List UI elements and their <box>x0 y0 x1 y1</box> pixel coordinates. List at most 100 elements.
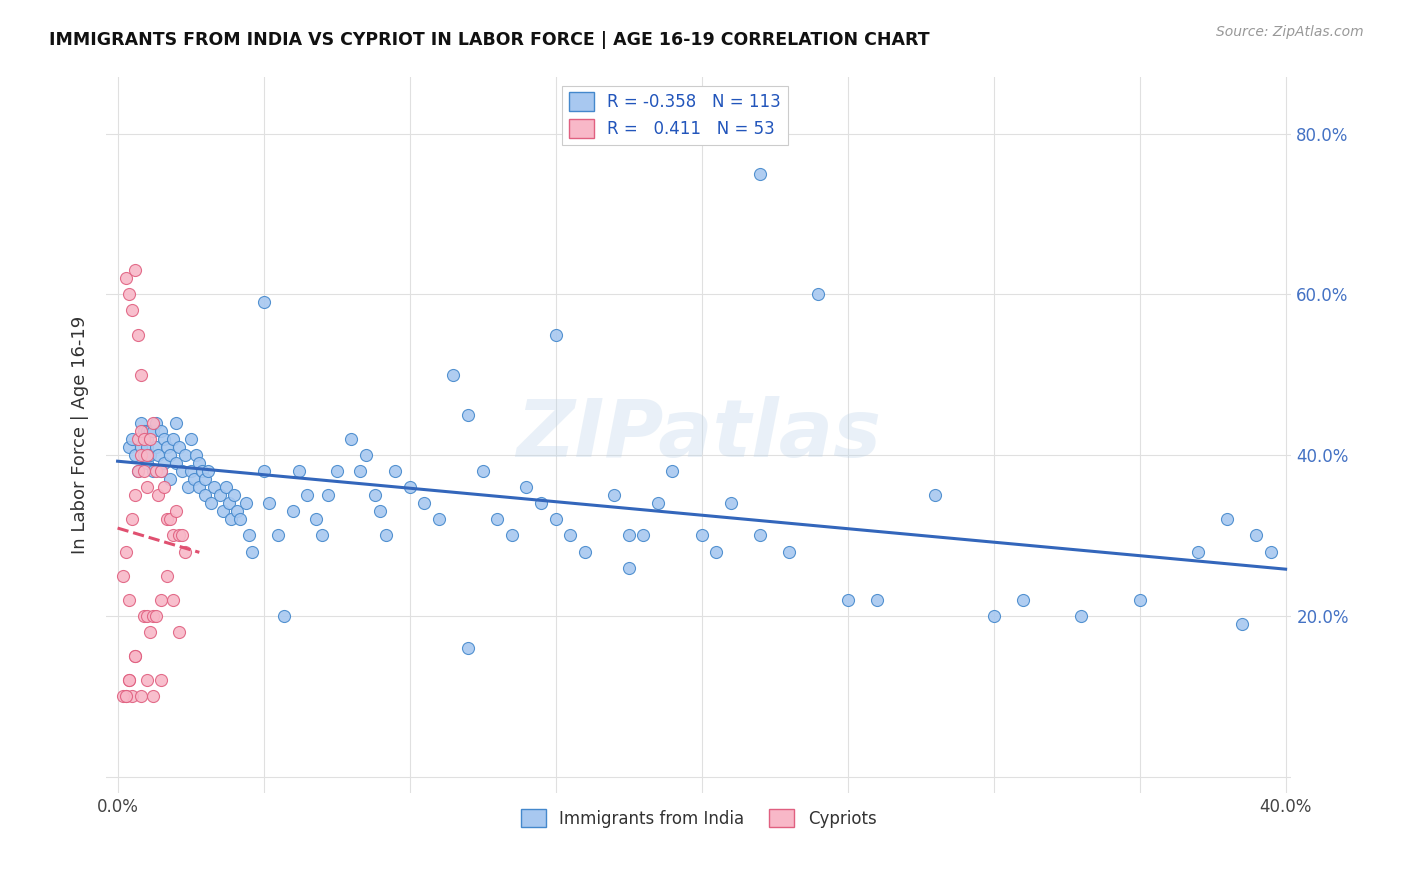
Point <box>159 512 181 526</box>
Point <box>924 488 946 502</box>
Point <box>165 416 187 430</box>
Legend: Immigrants from India, Cypriots: Immigrants from India, Cypriots <box>515 803 883 834</box>
Point <box>135 424 157 438</box>
Point <box>170 464 193 478</box>
Point <box>501 528 523 542</box>
Point <box>129 416 152 430</box>
Point <box>135 480 157 494</box>
Point <box>138 424 160 438</box>
Point <box>124 448 146 462</box>
Point <box>150 424 173 438</box>
Point <box>150 592 173 607</box>
Point <box>194 472 217 486</box>
Point <box>127 327 149 342</box>
Point <box>183 472 205 486</box>
Point <box>162 528 184 542</box>
Point <box>180 464 202 478</box>
Point <box>132 424 155 438</box>
Point <box>384 464 406 478</box>
Point <box>186 448 208 462</box>
Point <box>240 544 263 558</box>
Point <box>112 568 135 582</box>
Point <box>515 480 537 494</box>
Point <box>135 440 157 454</box>
Point <box>340 432 363 446</box>
Point <box>129 440 152 454</box>
Point <box>202 480 225 494</box>
Point <box>441 368 464 382</box>
Point <box>252 295 274 310</box>
Point <box>138 448 160 462</box>
Point <box>325 464 347 478</box>
Point <box>173 448 195 462</box>
Point <box>148 448 170 462</box>
Point <box>229 512 252 526</box>
Point <box>200 496 222 510</box>
Point <box>167 440 190 454</box>
Point <box>778 544 800 558</box>
Point <box>127 432 149 446</box>
Point <box>1070 608 1092 623</box>
Point <box>159 448 181 462</box>
Point <box>170 528 193 542</box>
Point <box>188 456 211 470</box>
Point <box>273 608 295 623</box>
Point <box>398 480 420 494</box>
Point <box>127 464 149 478</box>
Point <box>311 528 333 542</box>
Point <box>807 287 830 301</box>
Point <box>530 496 553 510</box>
Point <box>132 608 155 623</box>
Point <box>574 544 596 558</box>
Point <box>129 690 152 704</box>
Point <box>208 488 231 502</box>
Point <box>316 488 339 502</box>
Point <box>866 592 889 607</box>
Point <box>211 504 233 518</box>
Point <box>647 496 669 510</box>
Point <box>148 488 170 502</box>
Point <box>617 560 640 574</box>
Point <box>173 544 195 558</box>
Point <box>214 480 236 494</box>
Point <box>287 464 309 478</box>
Point <box>238 528 260 542</box>
Point <box>156 440 179 454</box>
Point <box>118 592 141 607</box>
Point <box>603 488 626 502</box>
Point <box>1216 512 1239 526</box>
Point <box>132 448 155 462</box>
Point <box>749 167 772 181</box>
Point <box>188 480 211 494</box>
Point <box>129 448 152 462</box>
Point <box>1129 592 1152 607</box>
Point <box>156 512 179 526</box>
Point <box>167 528 190 542</box>
Point <box>129 368 152 382</box>
Point <box>167 624 190 639</box>
Point <box>135 432 157 446</box>
Point <box>115 544 138 558</box>
Point <box>145 464 167 478</box>
Point <box>259 496 281 510</box>
Point <box>115 690 138 704</box>
Point <box>135 608 157 623</box>
Point <box>194 488 217 502</box>
Point <box>363 488 385 502</box>
Point <box>165 504 187 518</box>
Point <box>132 432 155 446</box>
Point <box>145 440 167 454</box>
Point <box>191 464 214 478</box>
Point <box>153 432 176 446</box>
Point <box>1011 592 1033 607</box>
Point <box>354 448 377 462</box>
Point <box>150 673 173 687</box>
Point <box>1260 544 1282 558</box>
Point <box>704 544 727 558</box>
Point <box>226 504 249 518</box>
Point <box>983 608 1005 623</box>
Text: IMMIGRANTS FROM INDIA VS CYPRIOT IN LABOR FORCE | AGE 16-19 CORRELATION CHART: IMMIGRANTS FROM INDIA VS CYPRIOT IN LABO… <box>49 31 929 49</box>
Point <box>142 608 165 623</box>
Point <box>115 271 138 285</box>
Point <box>150 464 173 478</box>
